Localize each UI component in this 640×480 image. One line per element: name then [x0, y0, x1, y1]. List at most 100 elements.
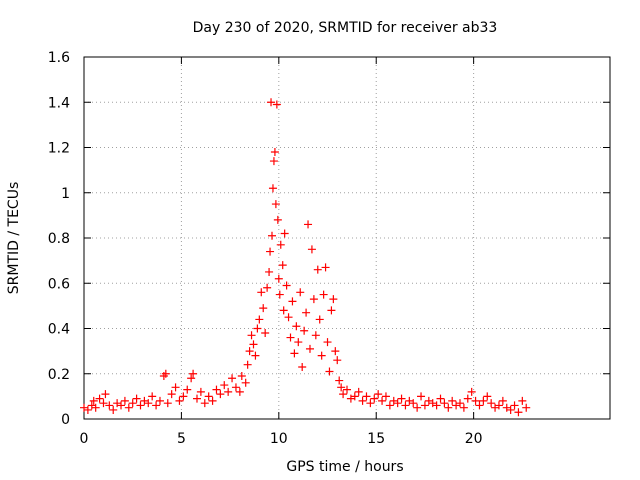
data-point — [275, 290, 284, 299]
data-point — [117, 401, 126, 410]
data-point — [323, 338, 332, 347]
data-point — [327, 306, 336, 315]
data-point — [444, 403, 453, 412]
data-point — [161, 369, 170, 378]
data-point — [467, 387, 476, 396]
y-tick-label: 1 — [61, 186, 70, 202]
data-point — [296, 288, 305, 297]
data-point — [155, 396, 164, 405]
data-point — [257, 288, 266, 297]
data-point — [311, 331, 320, 340]
data-point — [483, 392, 492, 401]
x-axis-label: GPS time / hours — [286, 459, 403, 475]
y-tick-label: 0.6 — [48, 276, 70, 292]
data-point — [263, 283, 272, 292]
x-tick-label: 10 — [270, 431, 288, 447]
data-point — [333, 356, 342, 365]
data-point — [331, 347, 340, 356]
data-point — [280, 229, 289, 238]
data-point — [292, 322, 301, 331]
data-point — [266, 247, 275, 256]
data-point — [294, 338, 303, 347]
data-point — [378, 396, 387, 405]
data-point — [455, 399, 464, 408]
y-tick-label: 1.6 — [48, 50, 70, 66]
data-point — [83, 405, 92, 414]
data-point — [245, 347, 254, 356]
y-tick-label: 1.2 — [48, 141, 70, 157]
data-point — [268, 184, 277, 193]
data-point — [231, 383, 240, 392]
data-point — [319, 290, 328, 299]
data-point — [475, 401, 484, 410]
axis-ticks: 0 0.2 0.4 0.6 0.8 1 1.2 1.4 1.6 0 5 10 15 20 — [48, 50, 610, 447]
data-point — [109, 405, 118, 414]
y-tick-label: 1.4 — [48, 95, 70, 111]
data-point — [128, 399, 137, 408]
data-point — [370, 394, 379, 403]
data-point — [510, 401, 519, 410]
data-point — [278, 261, 287, 270]
data-point — [385, 401, 394, 410]
data-point — [269, 157, 278, 166]
data-point — [183, 385, 192, 394]
data-point — [498, 396, 507, 405]
data-point — [397, 394, 406, 403]
data-point — [329, 295, 338, 304]
data-point — [179, 392, 188, 401]
data-point — [267, 98, 276, 107]
data-point — [298, 362, 307, 371]
data-point — [440, 399, 449, 408]
data-point — [192, 394, 201, 403]
data-point — [247, 331, 256, 340]
data-point — [284, 313, 293, 322]
data-point — [200, 399, 209, 408]
data-point — [358, 396, 367, 405]
data-point — [267, 231, 276, 240]
data-point — [224, 387, 233, 396]
data-point — [144, 399, 153, 408]
x-tick-label: 0 — [80, 431, 89, 447]
data-point — [479, 396, 488, 405]
data-point — [302, 308, 311, 317]
y-tick-label: 0 — [61, 412, 70, 428]
data-point — [171, 383, 180, 392]
x-tick-label: 15 — [367, 431, 385, 447]
data-point — [393, 399, 402, 408]
data-point — [276, 240, 285, 249]
data-point — [255, 315, 264, 324]
data-point — [279, 306, 288, 315]
data-point — [136, 401, 145, 410]
data-point — [89, 396, 98, 405]
data-point — [196, 387, 205, 396]
data-point — [420, 401, 429, 410]
data-point — [317, 351, 326, 360]
data-point — [514, 408, 523, 417]
data-point — [335, 376, 344, 385]
x-tick-label: 20 — [465, 431, 483, 447]
data-point — [282, 281, 291, 290]
data-point — [148, 392, 157, 401]
data-point — [175, 396, 184, 405]
data-point — [124, 403, 133, 412]
data-point — [401, 401, 410, 410]
data-point — [448, 396, 457, 405]
data-point — [381, 392, 390, 401]
data-point — [241, 378, 250, 387]
data-point — [471, 396, 480, 405]
data-point — [261, 329, 270, 338]
y-tick-label: 0.2 — [48, 367, 70, 383]
data-point — [487, 399, 496, 408]
data-point — [216, 390, 225, 399]
data-point — [105, 401, 114, 410]
data-point — [350, 392, 359, 401]
data-point — [343, 385, 351, 394]
data-point — [288, 297, 297, 306]
data-point — [413, 403, 422, 412]
data-point — [208, 396, 217, 405]
x-tick-label: 5 — [177, 431, 186, 447]
data-point — [325, 367, 334, 376]
data-point — [506, 405, 515, 414]
